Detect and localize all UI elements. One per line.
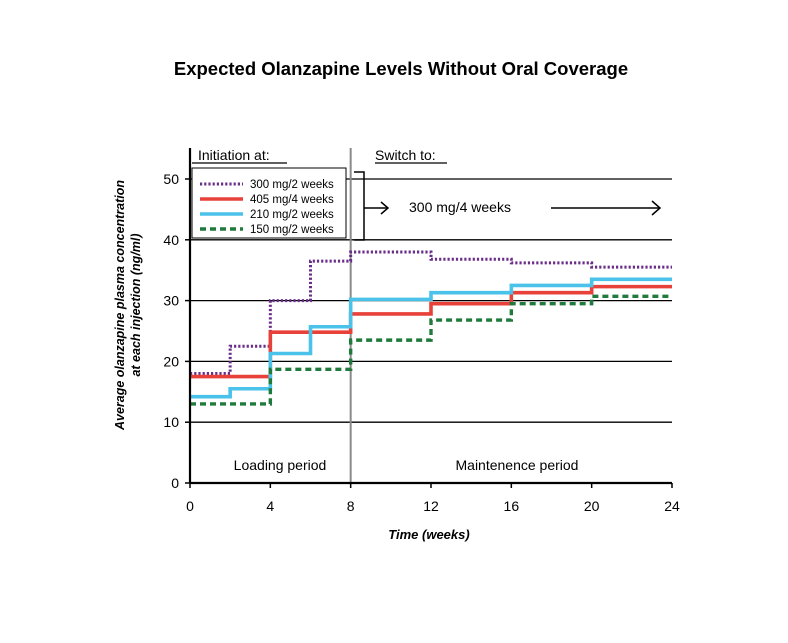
chart-title: Expected Olanzapine Levels Without Oral … (174, 58, 628, 79)
series-line-0 (190, 250, 672, 376)
x-tick-label: 16 (504, 498, 520, 514)
x-tick-label: 24 (664, 498, 680, 514)
annotation-maintenance-period: Maintenence period (456, 457, 579, 473)
annotation-switch: Switch to: (375, 147, 436, 163)
legend-label-1: 405 mg/4 weeks (250, 194, 334, 206)
y-axis-label-line2: at each injection (ng/ml) (129, 233, 143, 376)
y-tick-label: 50 (163, 171, 179, 187)
series-line-1 (190, 284, 672, 379)
y-tick-label: 40 (163, 232, 179, 248)
x-tick-label: 0 (186, 498, 194, 514)
y-tick-label: 0 (171, 475, 179, 491)
legend-label-0: 300 mg/2 weeks (250, 179, 334, 191)
series-layer (190, 250, 672, 406)
x-axis-label: Time (weeks) (388, 527, 469, 542)
y-axis-label-group: Average olanzapine plasma concentration … (113, 180, 143, 431)
x-tick-label: 12 (423, 498, 439, 514)
switch-arrow-head (651, 200, 662, 216)
legend-label-2: 210 mg/2 weeks (250, 209, 334, 221)
x-tick-label: 20 (584, 498, 600, 514)
y-axis-label-line1: Average olanzapine plasma concentration (113, 180, 127, 431)
x-tick-label: 4 (266, 498, 274, 514)
series-line-2 (190, 277, 672, 399)
y-tick-label: 30 (163, 293, 179, 309)
annotation-switch-dose: 300 mg/4 weeks (409, 199, 511, 215)
x-tick-label: 8 (347, 498, 355, 514)
legend-label-3: 150 mg/2 weeks (250, 224, 334, 236)
annotation-layer: 300 mg/2 weeks 405 mg/4 weeks 210 mg/2 wee… (191, 162, 662, 241)
legend-box (191, 167, 347, 239)
series-line-3 (190, 294, 672, 406)
axis-layer: 0 10 20 30 40 50 0 4 8 12 16 20 24 (163, 148, 680, 514)
annotation-initiation: Initiation at: (198, 147, 270, 163)
annotation-loading-period: Loading period (234, 457, 327, 473)
y-tick-label: 20 (163, 353, 179, 369)
bracket-arrow-head (380, 201, 390, 215)
legend-bracket (354, 171, 365, 241)
y-tick-label: 10 (163, 414, 179, 430)
